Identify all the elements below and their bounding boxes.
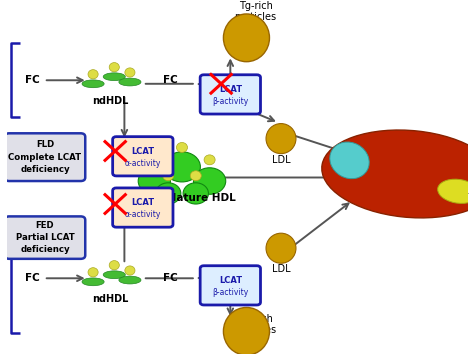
Text: LCAT: LCAT xyxy=(219,276,242,285)
Ellipse shape xyxy=(155,183,181,204)
Text: α-activity: α-activity xyxy=(125,210,161,219)
Text: Tg-rich
particles: Tg-rich particles xyxy=(235,313,277,335)
Text: deficiency: deficiency xyxy=(20,246,70,255)
Text: LCAT: LCAT xyxy=(131,147,155,156)
Text: Tg-rich
particles: Tg-rich particles xyxy=(235,1,277,22)
Text: Mature HDL: Mature HDL xyxy=(165,193,235,203)
Ellipse shape xyxy=(223,307,270,355)
Ellipse shape xyxy=(176,142,188,152)
Ellipse shape xyxy=(82,80,104,88)
Ellipse shape xyxy=(88,70,98,79)
Text: LIVER: LIVER xyxy=(387,156,432,170)
Ellipse shape xyxy=(193,168,226,194)
Ellipse shape xyxy=(266,233,296,263)
Ellipse shape xyxy=(163,171,173,181)
Text: ndHDL: ndHDL xyxy=(92,294,129,304)
Text: FC: FC xyxy=(25,75,40,85)
Text: FC: FC xyxy=(25,273,40,283)
Text: β-activity: β-activity xyxy=(212,288,248,297)
Text: LDL: LDL xyxy=(272,154,290,164)
Ellipse shape xyxy=(103,73,125,81)
Text: FC: FC xyxy=(163,75,178,85)
Ellipse shape xyxy=(82,278,104,286)
Ellipse shape xyxy=(109,261,119,270)
Ellipse shape xyxy=(125,266,135,275)
Ellipse shape xyxy=(88,268,98,277)
Text: Partial LCAT: Partial LCAT xyxy=(16,233,74,242)
Text: β-activity: β-activity xyxy=(212,97,248,106)
FancyBboxPatch shape xyxy=(5,217,85,259)
Ellipse shape xyxy=(438,179,474,203)
Ellipse shape xyxy=(164,152,201,182)
Ellipse shape xyxy=(138,168,171,194)
Ellipse shape xyxy=(190,171,201,181)
Ellipse shape xyxy=(322,130,474,218)
Ellipse shape xyxy=(119,276,141,284)
Text: LCAT: LCAT xyxy=(131,198,155,207)
Ellipse shape xyxy=(103,271,125,279)
FancyBboxPatch shape xyxy=(5,133,85,181)
Text: FED: FED xyxy=(36,221,54,230)
Ellipse shape xyxy=(223,14,270,62)
FancyBboxPatch shape xyxy=(200,266,261,305)
Ellipse shape xyxy=(149,155,160,165)
Ellipse shape xyxy=(183,183,209,204)
Text: FC: FC xyxy=(163,273,178,283)
FancyBboxPatch shape xyxy=(200,75,261,114)
Text: deficiency: deficiency xyxy=(20,165,70,174)
Ellipse shape xyxy=(266,124,296,154)
FancyBboxPatch shape xyxy=(113,137,173,176)
Text: SR-BI: SR-BI xyxy=(369,180,387,186)
Text: FLD: FLD xyxy=(36,140,54,149)
Ellipse shape xyxy=(109,62,119,72)
Ellipse shape xyxy=(119,78,141,86)
Text: Complete LCAT: Complete LCAT xyxy=(9,153,82,162)
Text: LDL: LDL xyxy=(272,264,290,274)
Ellipse shape xyxy=(330,142,369,179)
Text: α-activity: α-activity xyxy=(125,159,161,168)
Ellipse shape xyxy=(204,155,215,165)
Ellipse shape xyxy=(125,68,135,77)
Text: LDL receptor: LDL receptor xyxy=(425,192,469,198)
Text: LCAT: LCAT xyxy=(219,85,242,94)
FancyBboxPatch shape xyxy=(113,188,173,227)
Text: ndHDL: ndHDL xyxy=(92,96,129,106)
